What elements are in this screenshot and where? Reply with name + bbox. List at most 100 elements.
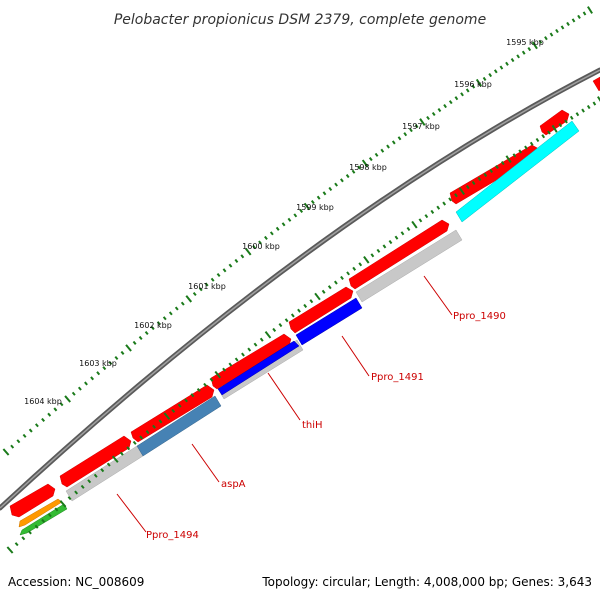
outer-ticks-tick [2, 448, 10, 456]
inner-ticks-tick [47, 513, 52, 518]
outer-ticks-tick [544, 36, 548, 41]
gene-label-ppro1490[interactable]: Ppro_1490 [453, 311, 506, 322]
outer-ticks-tick [185, 295, 193, 303]
inner-ticks-tick [430, 209, 435, 214]
inner-ticks-tick [418, 218, 423, 223]
inner-ticks-tick [272, 327, 277, 332]
gene-blue-thiH[interactable] [217, 340, 300, 396]
inner-ticks-tick [290, 313, 295, 318]
inner-ticks-tick [477, 176, 482, 182]
outer-ticks-tick [351, 169, 356, 174]
outer-ticks-tick [374, 152, 379, 157]
inner-ticks-tick [228, 362, 233, 367]
gene-label-thih[interactable]: thiH [302, 420, 323, 431]
gene-green[interactable] [19, 503, 68, 536]
inner-ticks-tick [126, 446, 131, 451]
outer-ticks-tick [443, 104, 447, 109]
inner-ticks-tick [597, 96, 600, 102]
outer-ticks-tick [102, 366, 107, 371]
outer-ticks-tick [334, 182, 338, 187]
inner-ticks-tick [139, 435, 144, 440]
outer-ticks-tick [90, 376, 95, 381]
inner-ticks-tick [87, 479, 92, 484]
inner-ticks-tick [363, 255, 370, 264]
outer-ticks-tick [397, 136, 402, 141]
inner-ticks-tick [454, 193, 458, 198]
inner-ticks-tick [382, 244, 387, 249]
outer-ticks-tick [144, 330, 149, 336]
outer-ticks-tick [505, 61, 509, 66]
inner-ticks-tick [74, 490, 79, 495]
inner-ticks-tick [278, 323, 283, 328]
outer-ticks-tick [431, 111, 436, 117]
inner-ticks-tick [424, 214, 429, 219]
inner-ticks-tick [253, 342, 258, 347]
inner-ticks-tick [575, 112, 580, 117]
outer-ticks-tick [240, 254, 245, 259]
outer-ticks-tick [96, 371, 101, 376]
inner-ticks-tick [334, 280, 338, 285]
ruler-label-1597: 1597 kbp [402, 122, 440, 131]
outer-ticks-tick [114, 355, 119, 360]
inner-ticks-tick [145, 430, 150, 435]
inner-ticks-tick [471, 180, 476, 186]
ruler-labels: 1595 kbp 1596 kbp 1597 kbp 1598 kbp 1599… [24, 38, 544, 406]
inner-ticks-tick [93, 473, 98, 478]
forward-cds-1[interactable] [9, 483, 56, 518]
outer-ticks-tick [108, 361, 113, 366]
gene-orange[interactable] [18, 498, 63, 528]
outer-ticks-tick [156, 321, 161, 326]
inner-ticks-tick [28, 530, 32, 535]
inner-ticks-tick [551, 124, 558, 133]
outer-ticks-tick [340, 178, 344, 183]
inner-ticks-tick [465, 184, 470, 190]
gene-label-ppro1491[interactable]: Ppro_1491 [371, 372, 424, 383]
outer-ticks-tick [482, 76, 487, 81]
gene-blue-Ppro1491[interactable] [295, 297, 363, 346]
gene-label-leaders [116, 275, 453, 533]
forward-cds-3[interactable] [130, 384, 215, 443]
inner-ticks-tick [41, 518, 46, 523]
gene-label-aspa[interactable]: aspA [221, 479, 246, 490]
forward-cds-8[interactable] [539, 109, 570, 136]
outer-ticks-tick [198, 287, 203, 292]
forward-cds-6[interactable] [348, 219, 450, 290]
ruler-label-1603: 1603 kbp [79, 359, 117, 368]
inner-ticks-tick [500, 161, 505, 166]
inner-ticks-tick [581, 108, 585, 113]
outer-ticks-tick [310, 200, 315, 205]
outer-ticks-tick [361, 159, 369, 168]
forward-cds-5[interactable] [288, 286, 354, 334]
outer-ticks-tick [571, 18, 576, 23]
outer-ticks-tick [460, 92, 464, 97]
inner-ticks-tick [370, 253, 375, 258]
inner-ticks-tick [259, 337, 264, 342]
outer-ticks-tick [120, 350, 125, 355]
gene-gray-3[interactable] [355, 229, 463, 303]
gene-steelblue-aspA[interactable] [136, 395, 222, 457]
inner-ticks-tick [541, 134, 546, 139]
inner-ticks-tick [458, 187, 465, 195]
ruler-label-1601: 1601 kbp [188, 282, 226, 291]
outer-ticks-tick [180, 301, 185, 306]
outer-ticks-tick [287, 217, 292, 222]
outer-ticks-tick [22, 433, 27, 438]
inner-ticks-tick [518, 149, 523, 154]
outer-ticks-tick [252, 245, 257, 250]
inner-ticks-tick [358, 262, 363, 267]
ruler-label-1599: 1599 kbp [296, 203, 334, 212]
outer-ticks-tick [493, 69, 498, 74]
outer-ticks-tick [71, 391, 76, 396]
inner-ticks-tick [297, 308, 301, 313]
forward-cds-9[interactable] [592, 76, 600, 92]
outer-ticks-tick [510, 58, 515, 63]
inner-ticks-tick [241, 352, 245, 357]
outer-ticks-tick [125, 344, 132, 352]
inner-ticks-tick [564, 119, 568, 124]
gene-label-ppro1494[interactable]: Ppro_1494 [146, 530, 199, 541]
gene-cyan[interactable] [455, 120, 580, 223]
outer-ticks-tick [488, 73, 493, 78]
outer-ticks-tick [162, 316, 167, 321]
inner-ticks-tick [247, 347, 252, 352]
